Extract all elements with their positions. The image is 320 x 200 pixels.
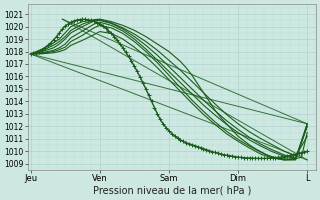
X-axis label: Pression niveau de la mer( hPa ): Pression niveau de la mer( hPa ): [92, 186, 251, 196]
